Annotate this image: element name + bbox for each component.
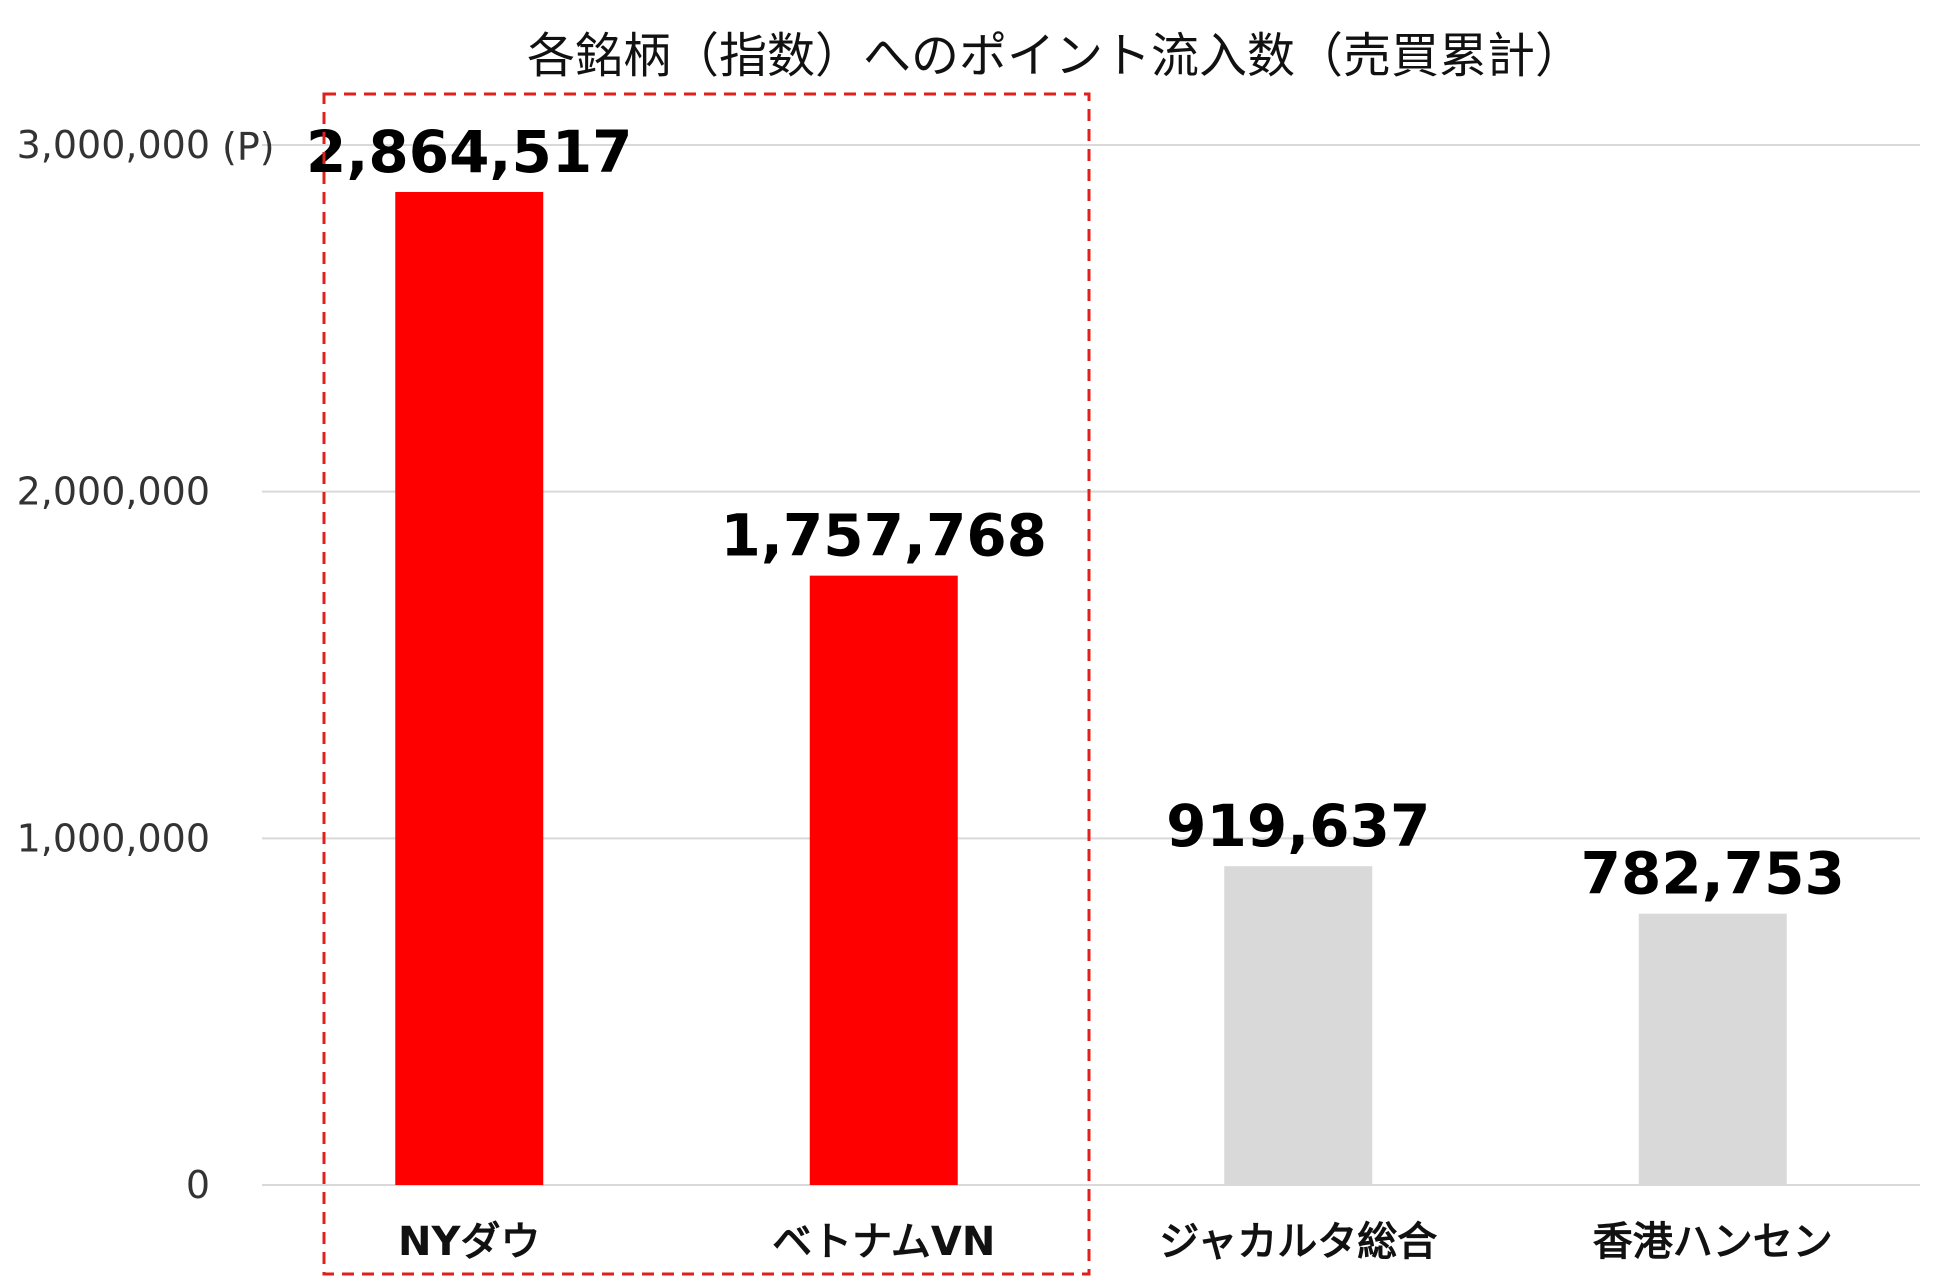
y-tick-label: 2,000,000 <box>17 470 210 514</box>
chart-title: 各銘柄（指数）へのポイント流入数（売買累計） <box>527 28 1583 84</box>
x-axis-ticks: NYダウ ベトナムVN ジャカルタ総合 香港ハンセン <box>398 1219 1833 1265</box>
y-axis-ticks: 0 1,000,000 2,000,000 3,000,000 <box>17 123 210 1207</box>
y-tick-label: 1,000,000 <box>17 816 210 860</box>
x-tick-label: NYダウ <box>398 1219 540 1265</box>
y-tick-label: 0 <box>186 1163 210 1207</box>
y-tick-label: 3,000,000 <box>17 123 210 167</box>
x-tick-label: ジャカルタ総合 <box>1159 1219 1437 1265</box>
x-tick-label: 香港ハンセン <box>1593 1219 1833 1265</box>
data-label: 919,637 <box>1166 792 1430 860</box>
x-tick-label: ベトナムVN <box>772 1219 995 1265</box>
data-labels: 2,864,517 1,757,768 919,637 782,753 <box>306 118 1845 908</box>
bar <box>395 191 544 1186</box>
bar <box>1638 913 1787 1185</box>
data-label: 2,864,517 <box>306 118 633 186</box>
bar <box>1224 866 1373 1185</box>
y-axis-unit-label: (P) <box>222 125 275 169</box>
highlight-box <box>322 92 1091 1276</box>
bar <box>809 575 958 1185</box>
bars <box>395 191 1787 1186</box>
data-label: 1,757,768 <box>720 502 1047 570</box>
data-label: 782,753 <box>1581 840 1845 908</box>
